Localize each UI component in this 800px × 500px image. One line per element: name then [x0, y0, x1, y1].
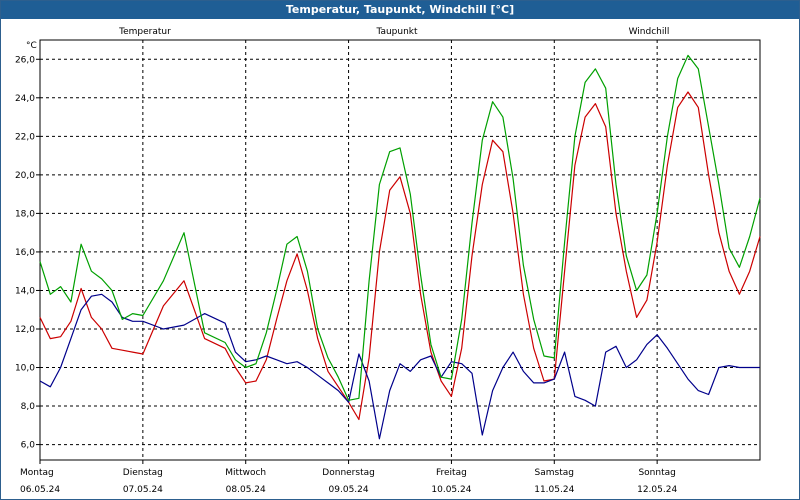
x-tick-date-label: 07.05.24	[123, 485, 163, 495]
x-tick-day-label: Dienstag	[123, 468, 163, 478]
x-tick-date-label: 12.05.24	[637, 485, 677, 495]
y-tick-label: 24,0	[15, 94, 35, 104]
x-tick-day-label: Freitag	[436, 468, 467, 478]
legend-taupunkt: Taupunkt	[375, 27, 418, 37]
y-tick-label: 26,0	[15, 55, 35, 65]
series-line-taupunkt	[39, 293, 760, 440]
y-tick-label: 14,0	[15, 286, 35, 296]
y-tick-label: 8,0	[21, 402, 36, 412]
x-tick-date-label: 06.05.24	[20, 485, 60, 495]
x-tick-day-label: Montag	[20, 468, 54, 478]
x-tick-day-label: Sonntag	[638, 468, 675, 478]
x-tick-day-label: Samstag	[535, 468, 574, 478]
y-tick-label: 12,0	[15, 325, 35, 335]
y-tick-label: 6,0	[21, 441, 36, 451]
grid-lines	[36, 40, 760, 464]
legend-windchill: Windchill	[629, 27, 670, 37]
x-tick-date-label: 10.05.24	[431, 485, 471, 495]
x-tick-labels: Montag 06.05.24 Dienstag 07.05.24 Mittwoch 08…	[20, 468, 677, 495]
x-tick-date-label: 11.05.24	[534, 485, 574, 495]
plot-area	[39, 39, 761, 461]
series-line-temperatur	[39, 91, 761, 421]
x-tick-day-label: Mittwoch	[225, 468, 266, 478]
y-tick-label: 10,0	[15, 364, 35, 374]
y-tick-labels: 6,0 8,0 10,0 12,0 14,0 16,0 18,0 20,0 22,0 24,0 26…	[15, 55, 35, 450]
legend-temperatur: Temperatur	[118, 27, 171, 37]
y-tick-label: 22,0	[15, 132, 35, 142]
y-tick-label: 20,0	[15, 171, 35, 181]
series-lines	[39, 54, 761, 440]
y-unit-label: °C	[26, 41, 37, 51]
chart-title: Temperatur, Taupunkt, Windchill [°C]	[1, 1, 799, 19]
x-tick-date-label: 08.05.24	[226, 485, 266, 495]
y-tick-label: 18,0	[15, 209, 35, 219]
x-tick-date-label: 09.05.24	[329, 485, 369, 495]
y-tick-label: 16,0	[15, 248, 35, 258]
series-line-windchill	[39, 54, 761, 401]
x-tick-day-label: Donnerstag	[322, 468, 375, 478]
